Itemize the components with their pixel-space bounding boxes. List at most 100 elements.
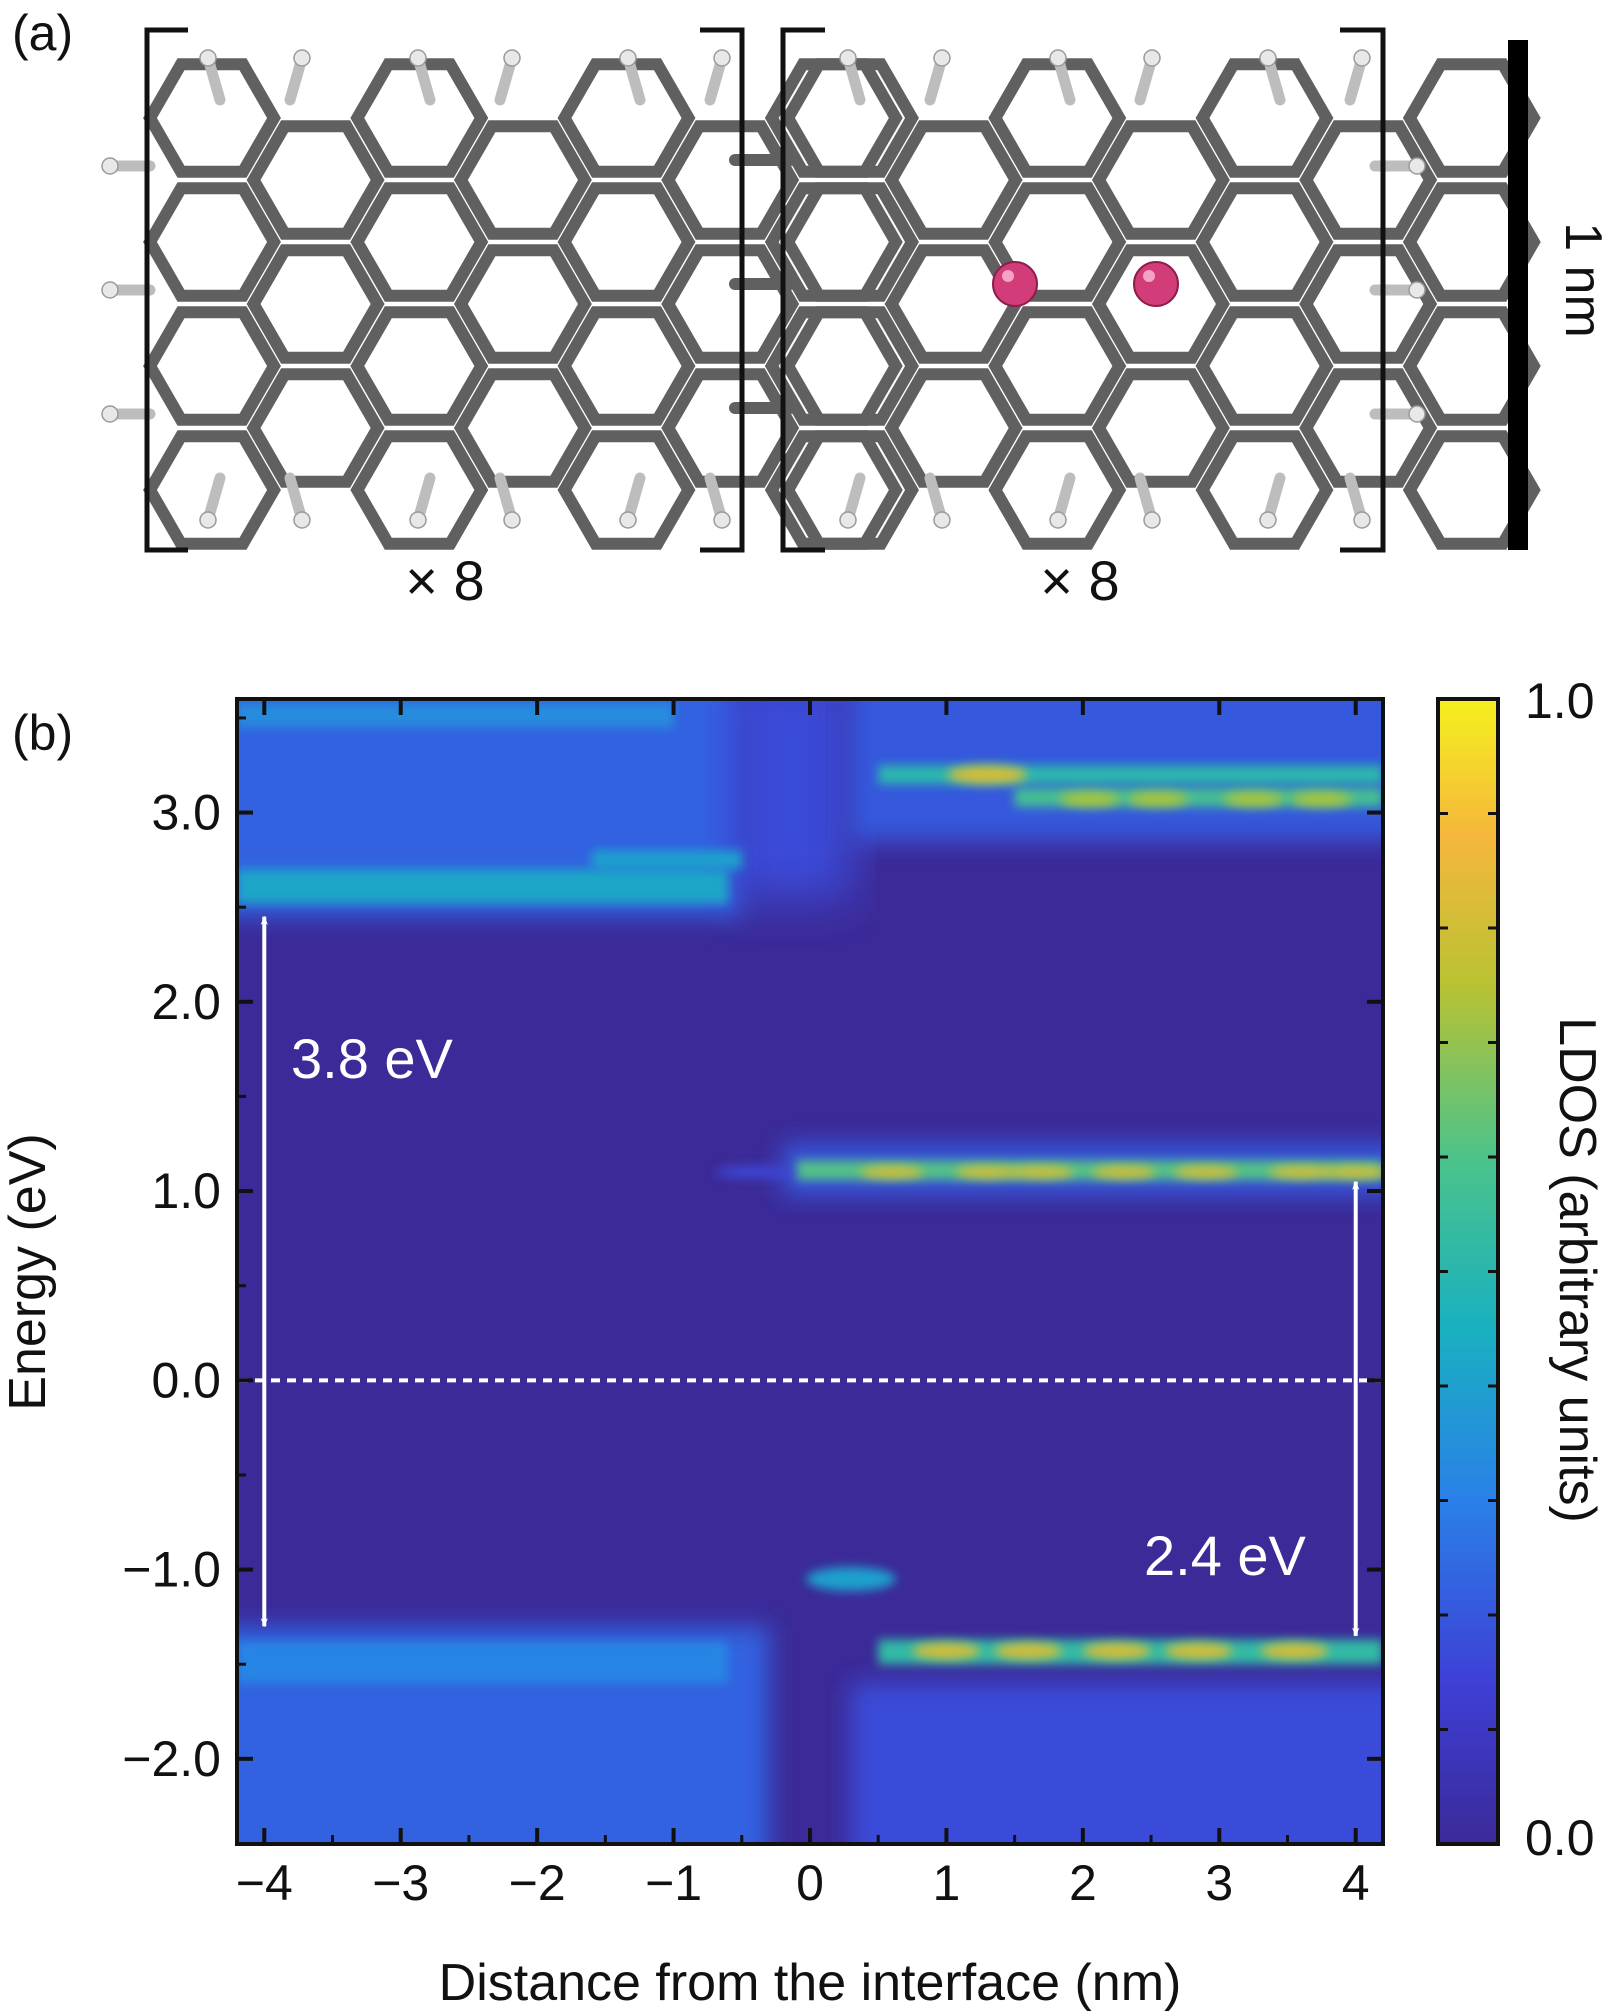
- carbon-ring: [1091, 368, 1230, 488]
- carbon-ring: [557, 430, 696, 550]
- x-tick-label: −3: [372, 1855, 429, 1911]
- x-tick-label: 4: [1342, 1855, 1370, 1911]
- carbon-ring: [1402, 306, 1541, 426]
- left-multiplier: × 8: [405, 549, 484, 612]
- band-right-cond-dot-0: [1059, 792, 1120, 807]
- band-right-val-bg: [850, 1683, 1383, 1844]
- carbon-ring: [1402, 430, 1541, 550]
- colorbar-min-label: 0.0: [1525, 1810, 1595, 1866]
- carbon-ring: [143, 58, 281, 178]
- carbon-ring: [988, 430, 1127, 550]
- band-right-val-dot-0: [912, 1642, 981, 1659]
- band-defect-dot-5: [1269, 1166, 1334, 1179]
- carbon-ring: [884, 368, 1023, 488]
- dopant-atoms: [992, 261, 1179, 307]
- carbon-ring: [884, 244, 1023, 364]
- hydrogen-atom: [1259, 511, 1277, 529]
- panel-a-label: (a): [12, 5, 73, 61]
- hydrogen-atom: [1353, 511, 1371, 529]
- right-bracket: [780, 27, 1386, 553]
- carbon-ring: [143, 430, 281, 550]
- hydrogen-atom: [1259, 49, 1277, 67]
- carbon-ring: [1195, 430, 1334, 550]
- carbon-ring: [350, 182, 489, 302]
- carbon-ring: [781, 58, 919, 178]
- hydrogen-atom: [199, 511, 217, 529]
- y-tick-label: −1.0: [122, 1542, 221, 1598]
- hydrogen-atom: [101, 405, 119, 423]
- heatmap: [237, 699, 1383, 1844]
- scale-bar-label: 1 nm: [1554, 222, 1612, 338]
- dopant-highlight: [1002, 270, 1014, 282]
- hydrogen-atom: [409, 49, 427, 67]
- hydrogen-atom: [619, 49, 637, 67]
- y-tick-label: 2.0: [151, 974, 221, 1030]
- band-left-cond-top: [237, 702, 674, 728]
- hydrogen-atoms: [101, 49, 1426, 529]
- band-left-val: [237, 1641, 729, 1684]
- carbon-ring: [143, 182, 281, 302]
- hydrogen-atom: [839, 49, 857, 67]
- hydrogen-atom: [409, 511, 427, 529]
- carbon-ring: [988, 182, 1127, 302]
- hydrogen-atom: [1408, 281, 1426, 299]
- dopant-atom: [992, 261, 1038, 307]
- band-right-cond-dot-3: [1291, 792, 1352, 807]
- hydrogen-atom: [1049, 49, 1067, 67]
- colorbar-max-label: 1.0: [1525, 673, 1595, 729]
- band-right-cond-bg: [850, 699, 1383, 841]
- gap-label-right: 2.4 eV: [1144, 1524, 1307, 1587]
- dopant-highlight: [1143, 270, 1155, 282]
- hydrogen-atom: [1049, 511, 1067, 529]
- hydrogen-atom: [199, 49, 217, 67]
- band-defect-dot-0: [859, 1166, 924, 1179]
- hydrogen-atom: [503, 511, 521, 529]
- carbon-ring: [453, 120, 592, 240]
- band-defect-dot-6: [1323, 1166, 1383, 1179]
- carbon-ring: [988, 58, 1127, 178]
- carbon-ring: [246, 120, 385, 240]
- carbon-ring: [350, 58, 489, 178]
- colorbar-label: LDOS (arbitrary units): [1548, 1017, 1606, 1523]
- y-tick-label: 1.0: [151, 1163, 221, 1219]
- band-right-val-dot-2: [1082, 1642, 1151, 1659]
- carbon-ring: [1299, 368, 1438, 488]
- y-axis-ticks: −2.0 −1.0 0.0 1.0 2.0 3.0: [122, 716, 1383, 1787]
- hydrogen-atom: [1143, 49, 1161, 67]
- hydrogen-atom: [1408, 405, 1426, 423]
- scale-bar: [1508, 40, 1528, 550]
- hydrogen-atom: [503, 49, 521, 67]
- hydrogen-atom: [1408, 157, 1426, 175]
- band-left-cond-mid: [591, 850, 742, 870]
- carbon-ring: [1299, 244, 1438, 364]
- y-tick-label: 3.0: [151, 785, 221, 841]
- hydrogen-atom: [933, 49, 951, 67]
- band-right-cond-dot-1: [1127, 792, 1188, 807]
- carbon-ring: [884, 120, 1023, 240]
- y-tick-label: −2.0: [122, 1731, 221, 1787]
- hydrogen-atom: [839, 511, 857, 529]
- hydrogen-atom: [101, 157, 119, 175]
- panel-b-label: (b): [12, 705, 73, 761]
- hydrogen-atom: [713, 49, 731, 67]
- band-defect-dot-1: [955, 1166, 1020, 1179]
- x-tick-label: 3: [1205, 1855, 1233, 1911]
- band-right-cond-dot-2: [1223, 792, 1284, 807]
- carbon-ring: [1091, 244, 1230, 364]
- carbon-ring: [453, 368, 592, 488]
- carbon-ring: [1091, 120, 1230, 240]
- hydrogen-atom: [293, 49, 311, 67]
- x-tick-label: −4: [236, 1855, 293, 1911]
- carbon-ring: [557, 182, 696, 302]
- carbon-ring: [781, 182, 919, 302]
- carbon-ring: [661, 368, 800, 488]
- band-right-val-dot-4: [1260, 1642, 1329, 1659]
- left-bracket: [144, 27, 745, 553]
- x-tick-label: 2: [1069, 1855, 1097, 1911]
- band-defect-dot-3: [1091, 1166, 1156, 1179]
- carbon-ring: [988, 306, 1127, 426]
- hydrogen-atom: [1353, 49, 1371, 67]
- carbon-ring: [246, 368, 385, 488]
- y-tick-label: 0.0: [151, 1352, 221, 1408]
- band-left-cond: [237, 869, 729, 904]
